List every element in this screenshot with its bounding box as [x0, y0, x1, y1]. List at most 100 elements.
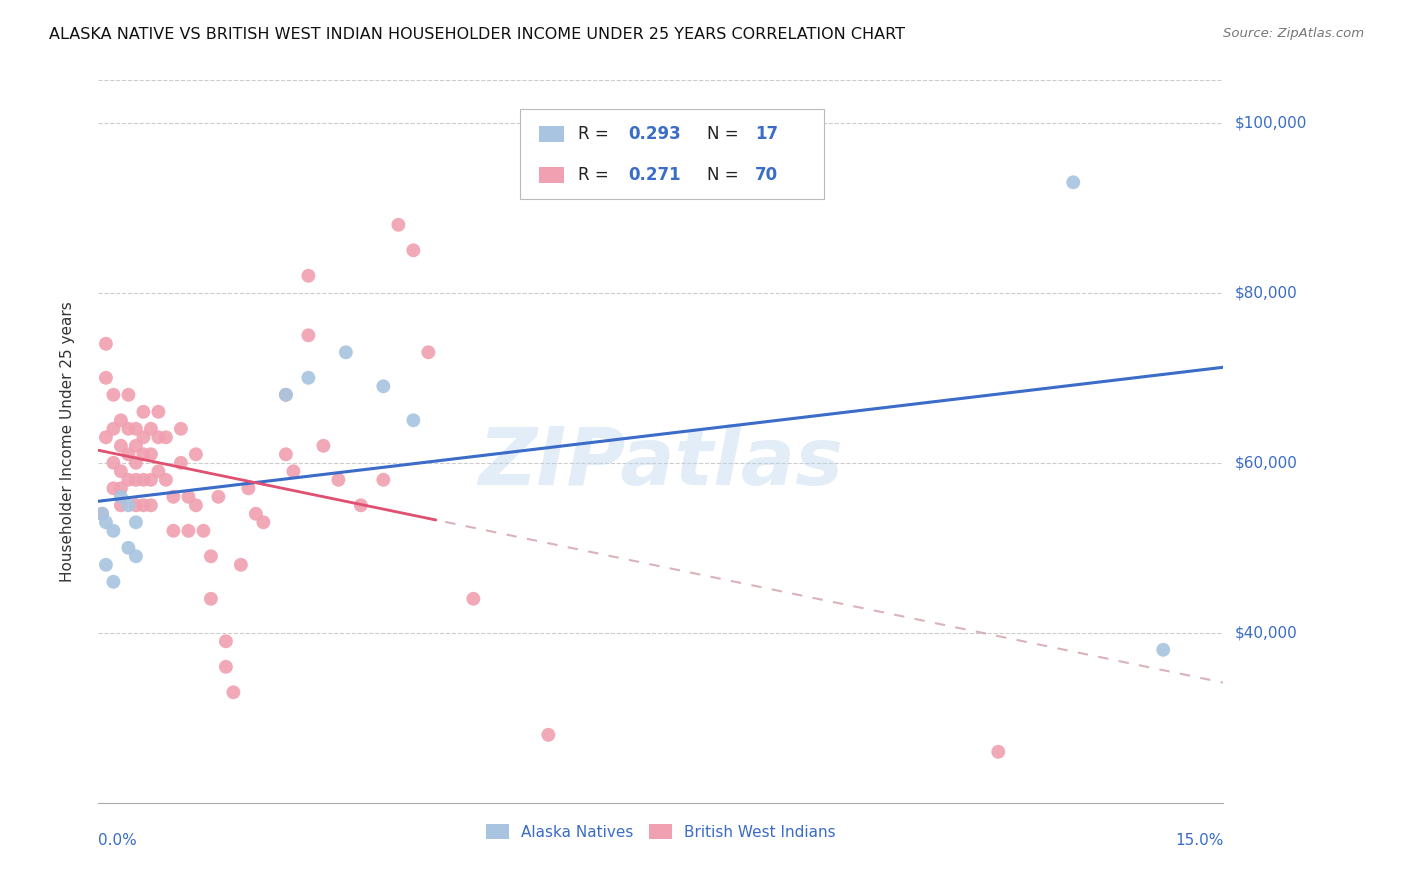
Point — [148, 430, 170, 444]
Text: 15.0%: 15.0% — [1175, 833, 1223, 848]
Point — [274, 447, 297, 461]
Point — [987, 745, 1010, 759]
Text: $60,000: $60,000 — [1234, 455, 1298, 470]
Point — [297, 371, 319, 385]
Point — [373, 473, 395, 487]
Point — [297, 268, 319, 283]
Point — [335, 345, 357, 359]
Point — [125, 456, 148, 470]
Point — [110, 439, 132, 453]
Text: R =: R = — [578, 166, 613, 184]
Point — [139, 447, 162, 461]
FancyBboxPatch shape — [540, 167, 564, 183]
Point — [418, 345, 440, 359]
Point — [110, 490, 132, 504]
Point — [117, 447, 139, 461]
Point — [103, 574, 125, 589]
Point — [91, 507, 114, 521]
Point — [312, 439, 335, 453]
Text: R =: R = — [578, 125, 613, 143]
Text: $100,000: $100,000 — [1234, 115, 1306, 130]
Point — [132, 498, 155, 512]
Text: 17: 17 — [755, 125, 779, 143]
Point — [139, 422, 162, 436]
Point — [132, 430, 155, 444]
Point — [402, 244, 425, 258]
Point — [117, 498, 139, 512]
Point — [94, 371, 117, 385]
Point — [110, 481, 132, 495]
Point — [177, 490, 200, 504]
Point — [125, 516, 148, 530]
Point — [103, 456, 125, 470]
Point — [125, 498, 148, 512]
Point — [125, 422, 148, 436]
Text: 0.0%: 0.0% — [98, 833, 138, 848]
Point — [103, 524, 125, 538]
Point — [373, 379, 395, 393]
Point — [215, 634, 238, 648]
Point — [132, 473, 155, 487]
Text: 70: 70 — [755, 166, 779, 184]
Point — [125, 473, 148, 487]
Point — [537, 728, 560, 742]
Point — [1152, 642, 1174, 657]
Point — [110, 413, 132, 427]
Point — [125, 439, 148, 453]
Point — [350, 498, 373, 512]
Point — [148, 405, 170, 419]
Point — [229, 558, 252, 572]
Point — [103, 481, 125, 495]
Point — [177, 524, 200, 538]
Point — [283, 464, 305, 478]
Text: Source: ZipAtlas.com: Source: ZipAtlas.com — [1223, 27, 1364, 40]
Point — [402, 413, 425, 427]
Text: ZIPatlas: ZIPatlas — [478, 425, 844, 502]
Point — [155, 430, 177, 444]
Point — [200, 549, 222, 564]
Point — [328, 473, 350, 487]
Point — [132, 405, 155, 419]
Point — [155, 473, 177, 487]
Y-axis label: Householder Income Under 25 years: Householder Income Under 25 years — [60, 301, 75, 582]
Text: ALASKA NATIVE VS BRITISH WEST INDIAN HOUSEHOLDER INCOME UNDER 25 YEARS CORRELATI: ALASKA NATIVE VS BRITISH WEST INDIAN HOU… — [49, 27, 905, 42]
Point — [238, 481, 260, 495]
Point — [463, 591, 485, 606]
Point — [139, 498, 162, 512]
Point — [117, 541, 139, 555]
Point — [252, 516, 274, 530]
Point — [162, 490, 184, 504]
Point — [94, 516, 117, 530]
Text: $40,000: $40,000 — [1234, 625, 1298, 640]
Point — [125, 549, 148, 564]
Point — [184, 447, 207, 461]
Point — [110, 498, 132, 512]
Point — [110, 464, 132, 478]
Point — [94, 336, 117, 351]
Point — [139, 473, 162, 487]
Point — [207, 490, 229, 504]
Point — [1062, 175, 1084, 189]
Text: $80,000: $80,000 — [1234, 285, 1298, 301]
FancyBboxPatch shape — [540, 126, 564, 142]
Point — [387, 218, 409, 232]
Point — [148, 464, 170, 478]
Point — [274, 388, 297, 402]
Text: 0.293: 0.293 — [628, 125, 681, 143]
Point — [117, 388, 139, 402]
Point — [193, 524, 215, 538]
Point — [162, 524, 184, 538]
Point — [91, 507, 114, 521]
FancyBboxPatch shape — [520, 109, 824, 200]
Point — [274, 388, 297, 402]
Point — [170, 456, 193, 470]
Point — [132, 447, 155, 461]
Point — [103, 388, 125, 402]
Point — [245, 507, 267, 521]
Point — [170, 422, 193, 436]
Point — [94, 430, 117, 444]
Point — [117, 473, 139, 487]
Point — [297, 328, 319, 343]
Point — [222, 685, 245, 699]
Text: 0.271: 0.271 — [628, 166, 681, 184]
